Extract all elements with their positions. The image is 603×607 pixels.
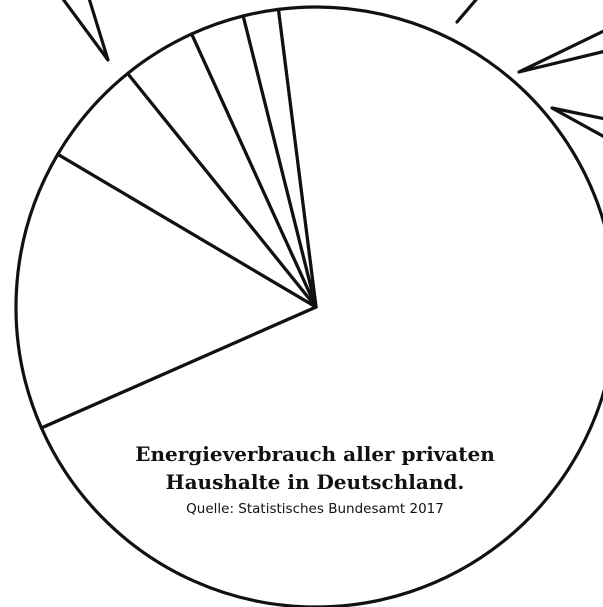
pie-slice-1 [39,5,603,607]
pie-slice-2 [14,152,318,430]
chart-title-line-1: Energieverbrauch aller privaten [135,442,495,466]
chart-caption: Energieverbrauch aller privaten Haushalt… [0,440,603,518]
callout-pointer-2 [455,0,478,24]
pie-slices [14,5,603,607]
pie-slice-6 [241,7,318,309]
chart-source: Quelle: Statistisches Bundesamt 2017 [186,501,444,517]
callout-pointer-1 [61,0,110,62]
callout-pointer-4 [550,106,603,138]
callout-pointer-3 [517,29,603,74]
chart-title-line-2: Haushalte in Deutschland. [165,470,465,494]
callout-pointers [61,0,603,138]
